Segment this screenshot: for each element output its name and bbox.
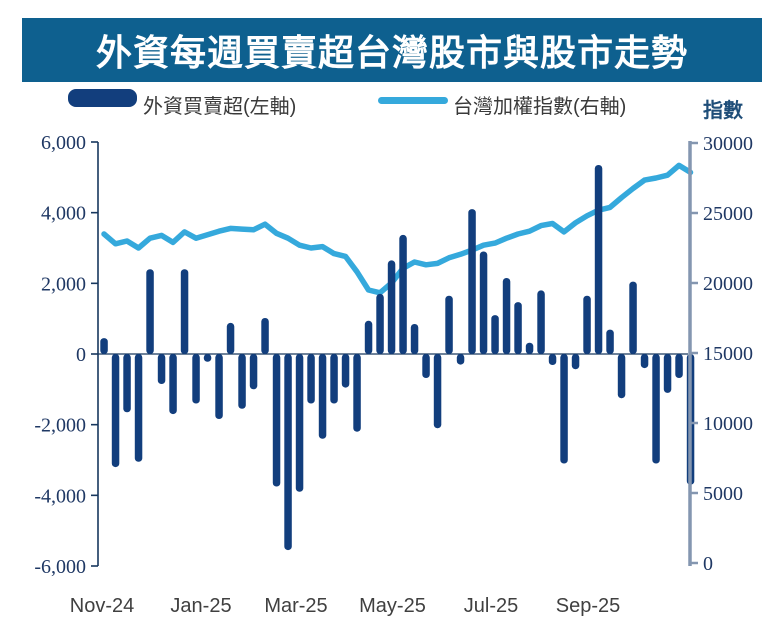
bar (192, 354, 200, 404)
right-axis-tick-label: 10000 (703, 413, 753, 435)
right-axis: 30000 25000 20000 15000 10000 5000 0 (688, 133, 753, 575)
bar (514, 302, 522, 354)
bar (525, 342, 534, 354)
legend-line-swatch (378, 97, 448, 104)
bar (456, 354, 465, 365)
bar (491, 315, 499, 354)
x-axis-labels: Nov-24 Jan-25 Mar-25 May-25 Jul-25 Sep-25 (70, 595, 620, 617)
x-axis-tick-label: Jan-25 (170, 595, 231, 617)
bar (652, 354, 660, 464)
bar (157, 354, 166, 384)
bar (111, 354, 120, 468)
bar (123, 354, 131, 413)
chart-legend: 外資買賣超(左軸) 台灣加權指數(右軸) 指數 (0, 0, 783, 130)
left-axis-tick-label: 4,000 (41, 203, 86, 225)
x-axis-tick-label: Mar-25 (264, 595, 327, 617)
left-axis-tick-label: -6,000 (34, 556, 86, 578)
foreign-netbuy-bars (100, 165, 695, 551)
bar (341, 354, 350, 388)
bar (318, 354, 327, 439)
bar (180, 269, 189, 354)
bar (675, 354, 683, 378)
bar (238, 354, 246, 409)
bar (502, 278, 511, 354)
bar (594, 165, 603, 354)
x-axis-tick-label: Sep-25 (556, 595, 621, 617)
bar (640, 354, 649, 369)
bar (272, 354, 281, 487)
bar (399, 234, 407, 354)
bar (571, 354, 580, 370)
right-axis-unit-label: 指數 (703, 100, 743, 122)
bar (433, 354, 442, 429)
right-axis-tick-label: 20000 (703, 273, 753, 295)
bar (606, 329, 614, 354)
bar (261, 318, 269, 354)
legend-line-label: 台灣加權指數(右軸) (453, 96, 627, 118)
bar (330, 354, 338, 404)
left-axis-tick-label: -4,000 (34, 485, 86, 507)
bar (422, 354, 430, 378)
bar (169, 354, 177, 415)
bar (663, 354, 672, 393)
left-axis-tick-label: 2,000 (41, 273, 86, 295)
right-axis-tick-label: 0 (703, 553, 713, 575)
right-axis-tick-label: 30000 (703, 133, 753, 155)
bar (215, 354, 223, 419)
legend-bar-label: 外資買賣超(左軸) (143, 96, 297, 118)
bar (353, 354, 361, 432)
bar (226, 322, 235, 354)
bar (295, 354, 304, 492)
bar (307, 354, 315, 404)
bar (100, 338, 108, 354)
bar (617, 354, 626, 399)
bar (387, 260, 396, 354)
bar (410, 324, 419, 354)
left-axis: 6,000 4,000 2,000 0 -2,000 -4,000 -6,000 (34, 132, 99, 578)
left-axis-tick-label: -2,000 (34, 415, 86, 437)
left-axis-tick-label: 6,000 (41, 132, 86, 154)
bar (376, 293, 384, 354)
bar (249, 354, 258, 390)
legend-bar-swatch (68, 89, 137, 107)
taiex-index-line (101, 162, 694, 296)
bar (537, 290, 545, 354)
x-axis-tick-label: May-25 (359, 595, 426, 617)
bar (203, 354, 212, 362)
bar (146, 269, 154, 354)
x-axis-tick-label: Nov-24 (70, 595, 134, 617)
bar (364, 320, 373, 354)
right-axis-tick-label: 25000 (703, 203, 753, 225)
bar (548, 354, 557, 365)
bar (134, 354, 143, 462)
right-axis-tick-label: 5000 (703, 483, 743, 505)
bar (560, 354, 568, 464)
x-axis-tick-label: Jul-25 (464, 595, 518, 617)
bar (445, 295, 453, 354)
bar (479, 251, 488, 354)
page-title: 外資每週買賣超台灣股市與股市走勢 (95, 32, 688, 73)
bar (284, 354, 292, 551)
right-axis-tick-label: 15000 (703, 343, 753, 365)
bar (583, 295, 591, 354)
left-axis-tick-label: 0 (76, 344, 86, 366)
bar (468, 209, 476, 354)
bar (629, 281, 637, 354)
chart-title-banner: 外資每週買賣超台灣股市與股市走勢 (22, 18, 762, 82)
